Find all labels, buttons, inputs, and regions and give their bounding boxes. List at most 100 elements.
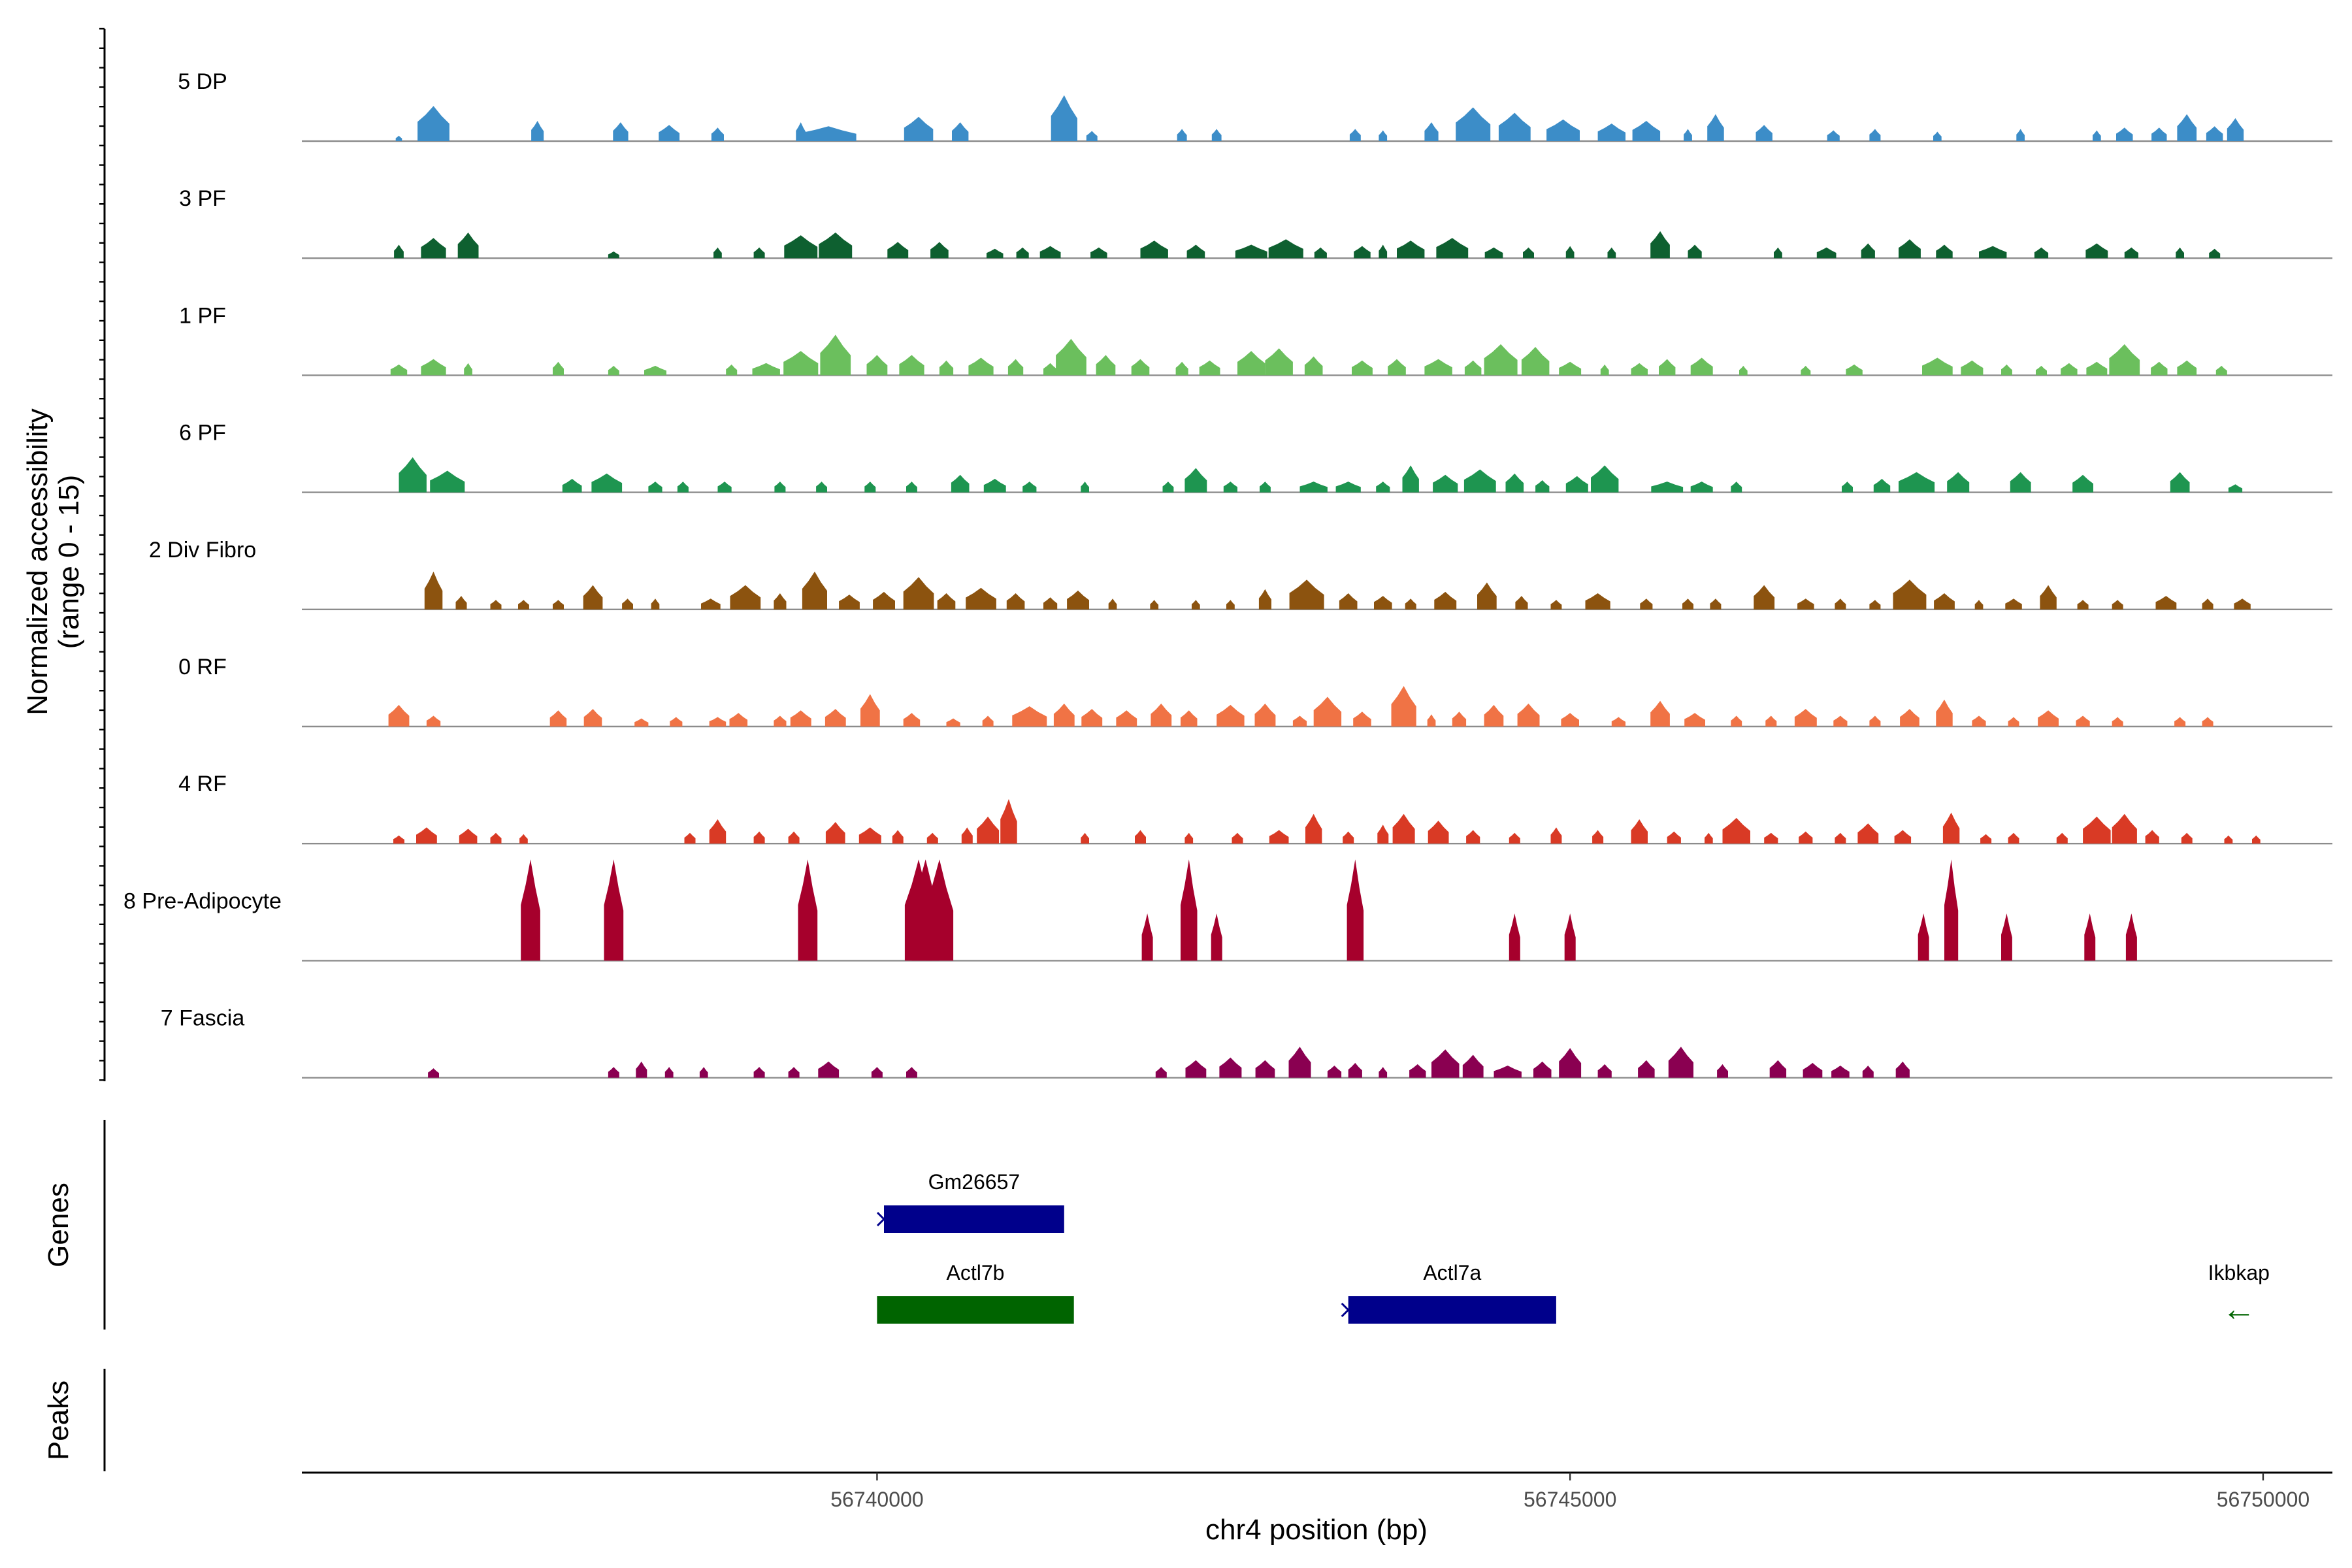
coverage-peak	[1181, 859, 1198, 961]
coverage-y-ticks	[99, 27, 105, 1081]
coverage-peak	[1353, 711, 1371, 727]
coverage-peak	[1631, 819, 1648, 844]
coverage-peak	[946, 718, 960, 727]
coverage-peak	[816, 482, 827, 493]
coverage-peak	[887, 242, 909, 259]
coverage-peak	[911, 859, 939, 961]
coverage-peak	[613, 122, 629, 141]
coverage-peak	[644, 365, 666, 376]
track-label: 5 DP	[178, 69, 227, 94]
track-4-rf: 4 RF	[178, 772, 2332, 845]
track-8-pre-adipocyte: 8 Pre-Adipocyte	[123, 859, 2332, 962]
coverage-peak	[1377, 825, 1389, 844]
coverage-peak	[2176, 247, 2184, 259]
coverage-peak	[1314, 247, 1327, 259]
coverage-peak	[2227, 118, 2244, 141]
gene-exon	[1348, 1296, 1556, 1324]
coverage-peak	[1235, 244, 1267, 259]
coverage-peak	[1831, 1066, 1850, 1078]
coverage-peak	[608, 251, 619, 259]
coverage-peak	[430, 470, 465, 493]
track-label: 0 RF	[178, 655, 227, 679]
coverage-peak	[2181, 832, 2193, 844]
track-5-dp: 5 DP	[178, 69, 2332, 142]
coverage-peak	[1561, 713, 1579, 727]
track-3-pf: 3 PF	[179, 186, 2332, 259]
coverage-peak	[713, 247, 722, 259]
coverage-peak	[1043, 597, 1058, 610]
coverage-peak	[1498, 112, 1531, 141]
coverage-peak	[930, 242, 949, 259]
coverage-peak	[459, 828, 478, 844]
coverage-peak	[1731, 482, 1742, 493]
coverage-peak	[1794, 709, 1817, 727]
coverage-peak	[416, 827, 437, 844]
coverage-peak	[1039, 246, 1061, 259]
coverage-peak	[860, 694, 880, 727]
coverage-peak	[664, 1067, 674, 1078]
coverage-peak	[2016, 129, 2025, 141]
coverage-peak	[1918, 913, 1929, 961]
coverage-peak	[825, 822, 845, 844]
coverage-peak	[2228, 484, 2243, 493]
coverage-peak	[1559, 361, 1582, 376]
coverage-peak	[424, 571, 443, 610]
strand-arrow-icon: ←	[2222, 1290, 2256, 1328]
coverage-peak	[1288, 1047, 1311, 1078]
coverage-peak	[1972, 715, 1986, 727]
coverage-peak	[1585, 593, 1610, 610]
coverage-peak	[1477, 582, 1497, 610]
coverage-peak	[395, 135, 402, 141]
coverage-peak	[1086, 131, 1098, 141]
coverage-peak	[394, 244, 404, 259]
gene-actl7b: Actl7b	[877, 1261, 1074, 1324]
coverage-peak	[1405, 598, 1416, 610]
coverage-peak	[2177, 360, 2197, 376]
coverage-peak	[2034, 247, 2049, 259]
coverage-peak	[2170, 472, 2190, 493]
coverage-peak	[1258, 589, 1271, 610]
coverage-peak	[2086, 361, 2108, 376]
coverage-peak	[1688, 244, 1702, 259]
coverage-peak	[1801, 365, 1811, 376]
coverage-peak	[1682, 598, 1693, 610]
coverage-peak	[1979, 246, 2007, 259]
coverage-peak	[417, 106, 449, 141]
coverage-peak	[1842, 482, 1853, 493]
coverage-peak	[1710, 598, 1722, 610]
coverage-peak	[982, 715, 994, 727]
coverage-peak	[1494, 1066, 1522, 1078]
coverage-peak	[2077, 600, 2089, 610]
strand-chevron-icon	[1341, 1302, 1350, 1318]
coverage-peak	[1181, 710, 1198, 727]
coverage-peak	[1299, 482, 1328, 493]
coverage-peak	[1184, 468, 1207, 493]
coverage-peak	[2202, 598, 2213, 610]
coverage-peak	[1150, 600, 1159, 610]
coverage-peak	[1559, 1048, 1582, 1078]
coverage-peak	[1289, 580, 1324, 610]
coverage-peak	[1961, 360, 1984, 376]
coverage-peak	[977, 816, 1000, 844]
x-axis-title: chr4 position (bp)	[1205, 1514, 1428, 1546]
coverage-peak	[904, 116, 934, 141]
coverage-peak	[798, 859, 818, 961]
coverage-peak	[753, 247, 765, 259]
track-label: 3 PF	[179, 186, 226, 211]
coverage-peak	[2084, 913, 2096, 961]
coverage-peak	[1550, 600, 1562, 610]
coverage-peak	[1053, 703, 1075, 727]
coverage-peak	[1600, 364, 1609, 376]
coverage-peak	[1707, 114, 1724, 141]
coverage-peak	[866, 355, 888, 376]
coverage-peak	[983, 478, 1006, 493]
coverage-peak	[784, 235, 818, 259]
coverage-peak	[709, 819, 727, 844]
coverage-peak	[717, 482, 732, 493]
coverage-peak	[1219, 1057, 1242, 1078]
coverage-peak	[426, 715, 441, 727]
coverage-peak	[1535, 480, 1550, 493]
coverage-peak	[1799, 831, 1813, 844]
coverage-peak	[399, 457, 427, 493]
coverage-peak	[1012, 706, 1047, 727]
